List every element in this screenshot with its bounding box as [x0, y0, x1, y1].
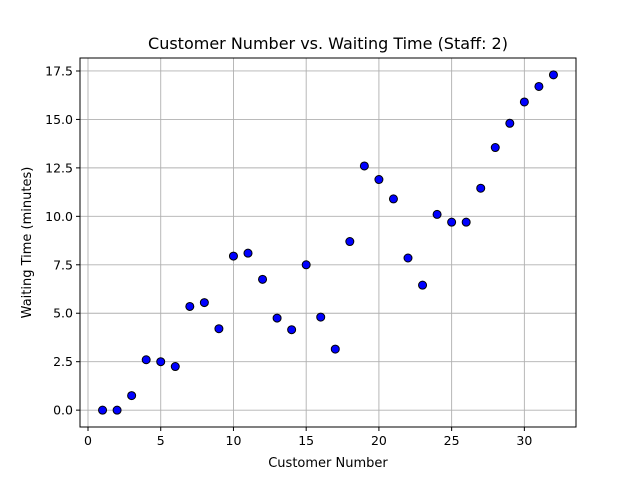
data-point [170, 362, 180, 372]
x-tick-label: 30 [516, 433, 532, 448]
y-tick-label: 17.5 [45, 63, 73, 78]
data-point [127, 391, 137, 401]
data-point [505, 118, 515, 128]
data-point [345, 237, 355, 247]
data-point [243, 248, 253, 258]
data-point [403, 253, 413, 263]
x-tick-label: 15 [298, 433, 314, 448]
y-tick-label: 7.5 [53, 257, 73, 272]
y-tick-label: 10.0 [45, 209, 73, 224]
plot-frame [79, 57, 577, 428]
data-point [316, 312, 326, 322]
data-point [185, 301, 195, 311]
data-point [374, 175, 384, 185]
data-point [258, 274, 268, 284]
data-point [141, 355, 151, 365]
data-point [199, 298, 209, 308]
grid-lines [80, 58, 576, 427]
y-tick-label: 15.0 [45, 112, 73, 127]
data-point [228, 251, 238, 261]
axis-ticks: 0 5 10 15 20 25 30 0.0 2.5 5.0 7.5 10.0 12.5 15.0 17.5 [45, 63, 532, 448]
data-point [519, 97, 529, 107]
x-axis-label: Customer Number [268, 456, 388, 471]
x-tick-label: 25 [444, 433, 460, 448]
y-tick-label: 2.5 [53, 354, 73, 369]
data-point [534, 81, 544, 91]
data-point [112, 405, 122, 415]
x-tick-label: 10 [226, 433, 242, 448]
data-point [490, 143, 500, 153]
y-axis-label: Waiting Time (minutes) [20, 167, 35, 319]
data-point [156, 357, 166, 367]
data-points [98, 70, 558, 415]
data-point [214, 324, 224, 334]
data-point [432, 209, 442, 219]
data-point [330, 344, 340, 354]
data-point [476, 183, 486, 193]
y-tick-label: 0.0 [53, 403, 73, 418]
y-tick-label: 12.5 [45, 160, 73, 175]
data-point [548, 70, 558, 80]
x-tick-label: 0 [84, 433, 92, 448]
chart-title: Customer Number vs. Waiting Time (Staff:… [148, 34, 508, 53]
data-point [359, 161, 369, 171]
x-tick-label: 20 [371, 433, 387, 448]
data-point [461, 217, 471, 227]
data-point [388, 194, 398, 204]
y-tick-label: 5.0 [53, 306, 73, 321]
data-point [98, 405, 108, 415]
data-point [301, 260, 311, 270]
data-point [287, 325, 297, 335]
data-point [272, 313, 282, 323]
data-point [418, 280, 428, 290]
data-point [447, 217, 457, 227]
x-tick-label: 5 [157, 433, 165, 448]
